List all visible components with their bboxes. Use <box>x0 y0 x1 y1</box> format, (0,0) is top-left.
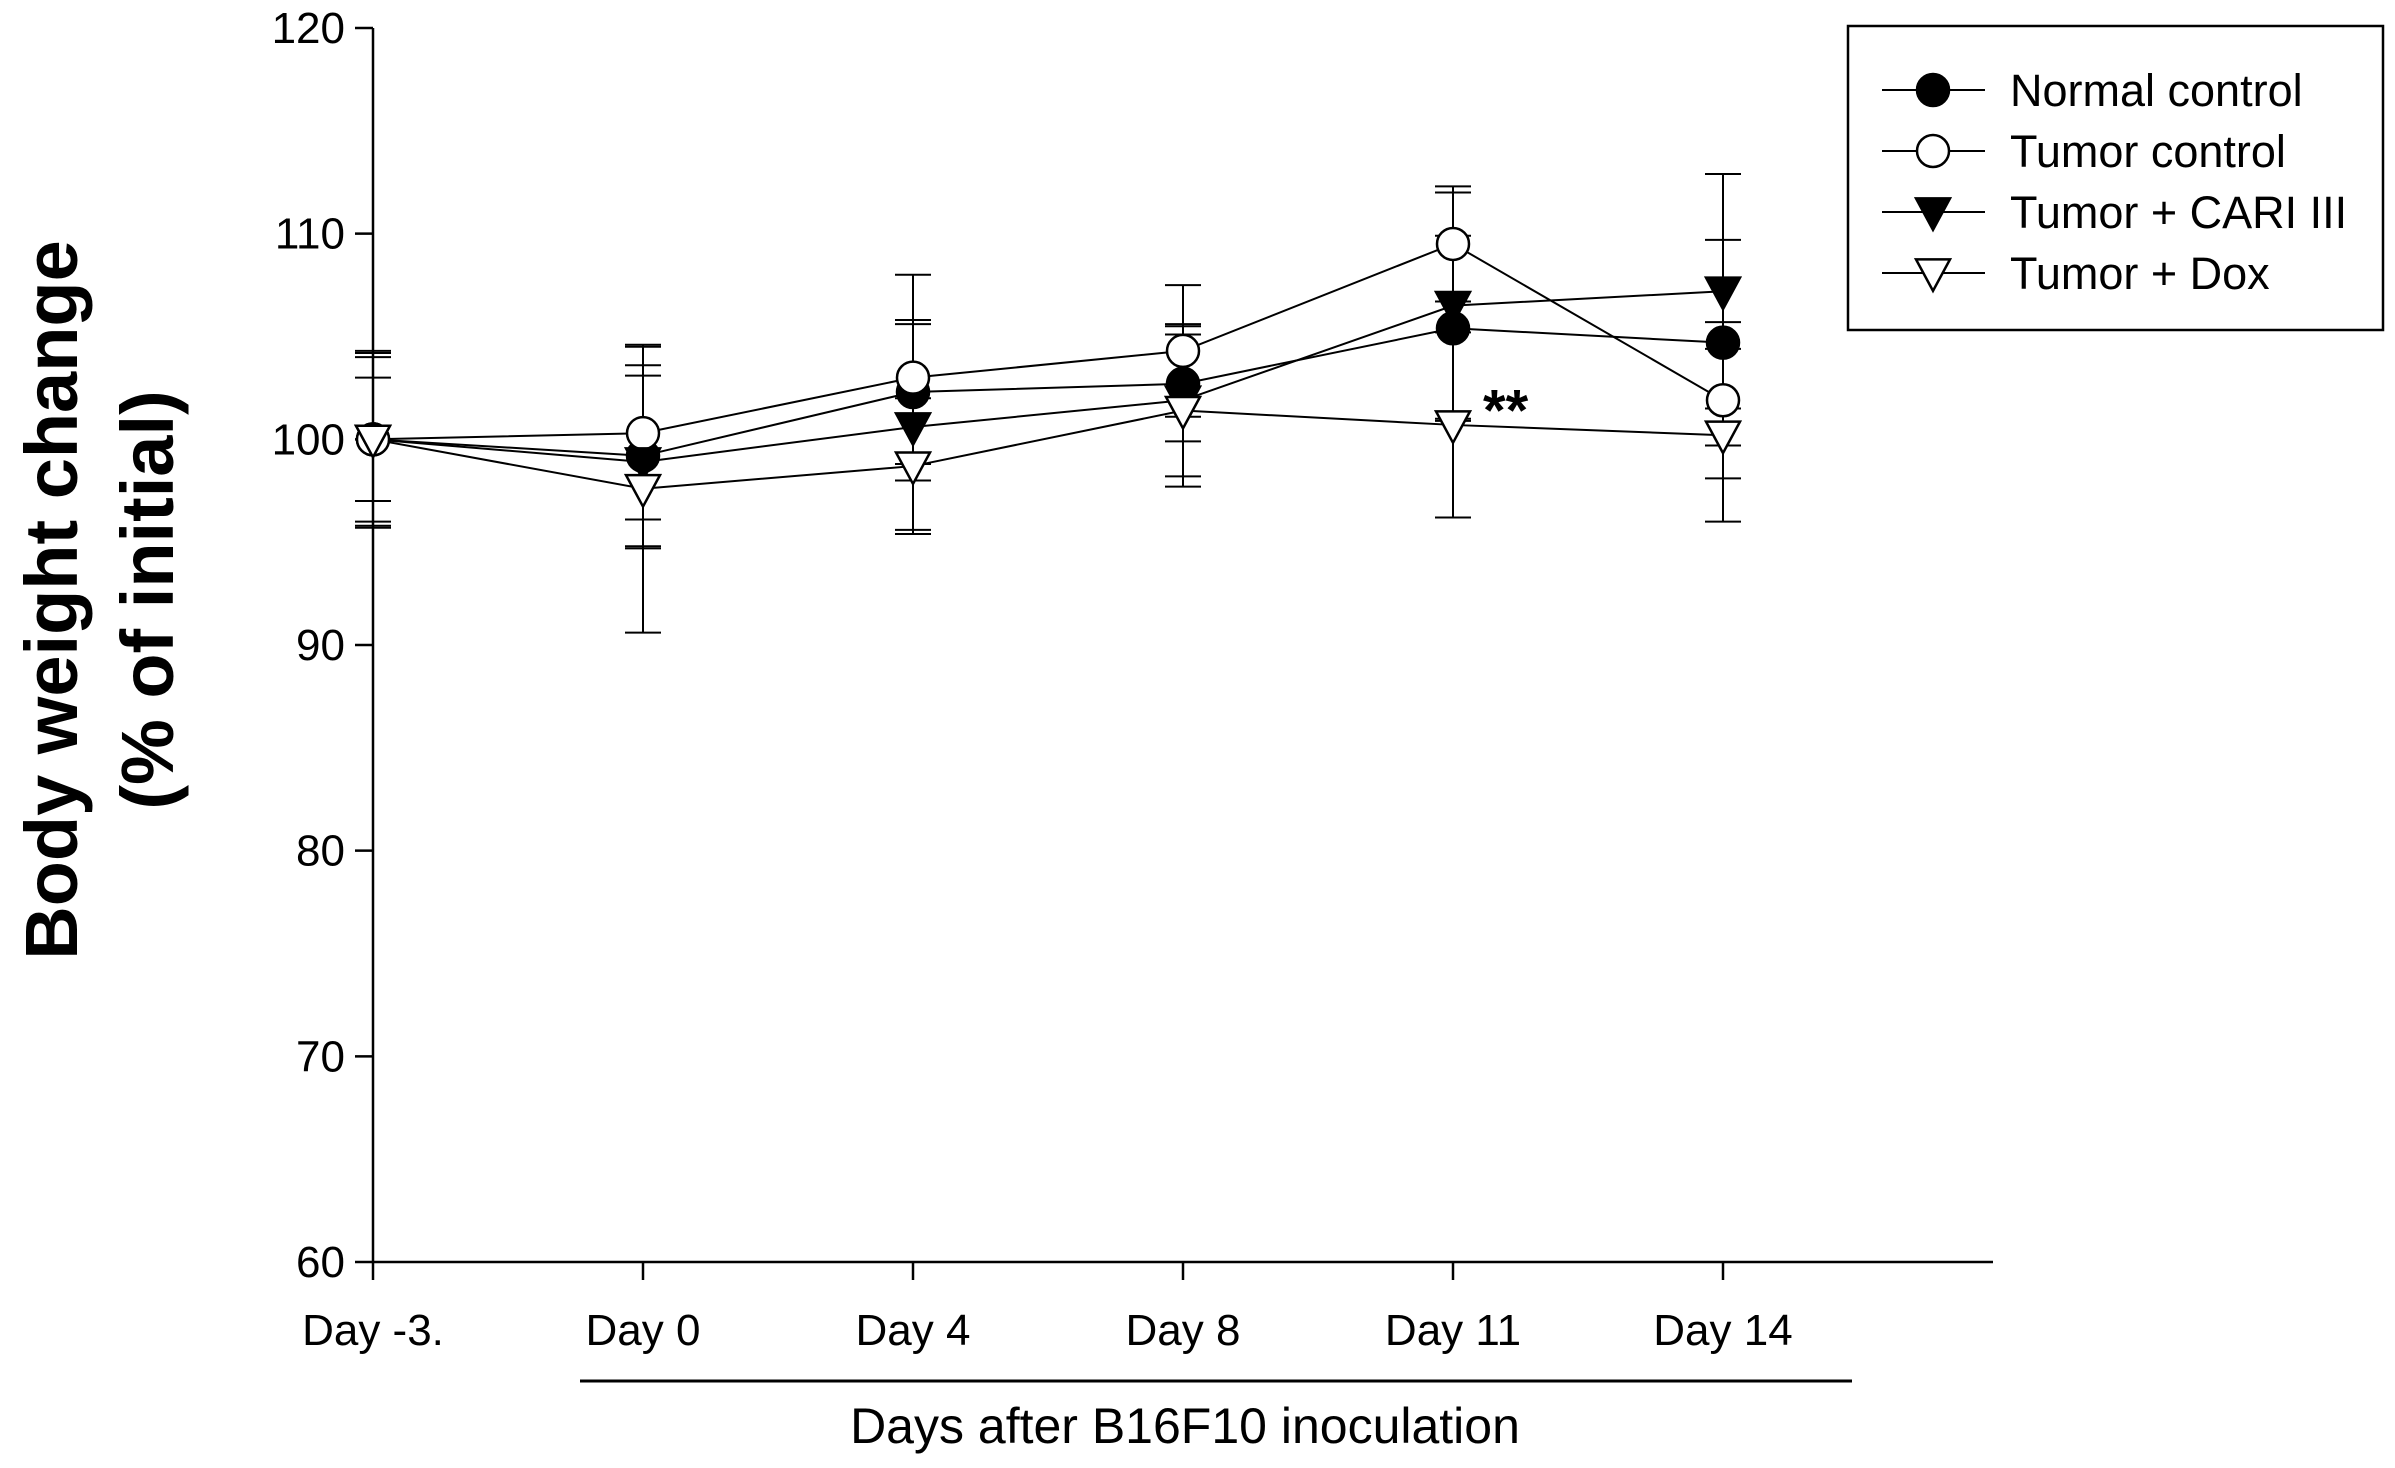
annotation-layer: ** <box>1483 378 1529 443</box>
legend-marker <box>1913 258 1953 294</box>
series-points <box>353 276 1743 483</box>
significance-annotation: ** <box>1483 378 1529 443</box>
data-point <box>895 360 931 395</box>
data-point <box>623 447 663 483</box>
series-line <box>372 409 1724 490</box>
series-points <box>355 311 1741 474</box>
data-point <box>623 473 663 510</box>
series-points <box>353 395 1743 510</box>
legend-label: Tumor control <box>2010 126 2286 177</box>
series-points <box>355 226 1741 457</box>
x-axis-label: Days after B16F10 inoculation <box>850 1398 1520 1454</box>
legend-label: Tumor + Dox <box>2010 248 2270 299</box>
y-tick-label: 60 <box>296 1238 345 1287</box>
y-axis-label-line: (% of initial) <box>106 390 189 809</box>
data-point <box>1703 420 1743 456</box>
legend-marker <box>1915 72 1951 108</box>
x-tick-label: Day 4 <box>856 1306 971 1355</box>
y-tick-label: 70 <box>296 1032 345 1081</box>
data-point <box>1435 226 1471 262</box>
axis-labels: Days after B16F10 inoculation Body weight… <box>10 240 1520 1454</box>
series-line <box>372 327 1724 457</box>
x-tick-label: Day 8 <box>1126 1306 1241 1355</box>
legend: Normal control Tumor control Tumor + CARI … <box>1846 24 2385 332</box>
data-point <box>1163 395 1203 432</box>
series-line <box>372 242 1724 441</box>
y-tick-label: 80 <box>296 827 345 876</box>
y-tick-label: 100 <box>272 415 345 464</box>
y-tick-label: 90 <box>296 621 345 670</box>
y-tick-label: 120 <box>272 4 345 53</box>
x-tick-label: Day -3. <box>302 1306 444 1355</box>
legend-label: Tumor + CARI III <box>2010 187 2347 238</box>
x-tick-label: Day 0 <box>586 1306 701 1355</box>
y-tick-label: 110 <box>275 210 345 259</box>
legend-label: Normal control <box>2010 65 2303 116</box>
series-layer <box>353 173 1743 634</box>
data-point <box>1705 325 1741 360</box>
data-point <box>893 451 933 487</box>
series-line <box>372 290 1724 463</box>
data-point <box>1703 276 1743 312</box>
data-point <box>893 412 933 448</box>
data-point <box>1433 290 1473 327</box>
data-point <box>625 415 661 451</box>
series-errorbars <box>355 173 1741 550</box>
series-errorbars <box>355 331 1741 634</box>
data-point <box>1705 383 1741 418</box>
x-tick-label: Day 11 <box>1385 1306 1521 1355</box>
data-point <box>353 424 393 460</box>
x-tick-label: Day 14 <box>1653 1306 1792 1355</box>
axes: 60 70 80 90 100 110 120 Day -3. Day 0 Day 4 Day 8 D… <box>272 4 1993 1383</box>
data-point <box>1165 333 1201 369</box>
legend-marker <box>1913 197 1953 233</box>
series-errorbars <box>355 234 1741 548</box>
legend-marker <box>1915 133 1951 169</box>
data-point <box>1433 410 1473 446</box>
series-errorbars <box>355 185 1741 529</box>
y-axis-label-line: Body weight change <box>10 240 93 960</box>
